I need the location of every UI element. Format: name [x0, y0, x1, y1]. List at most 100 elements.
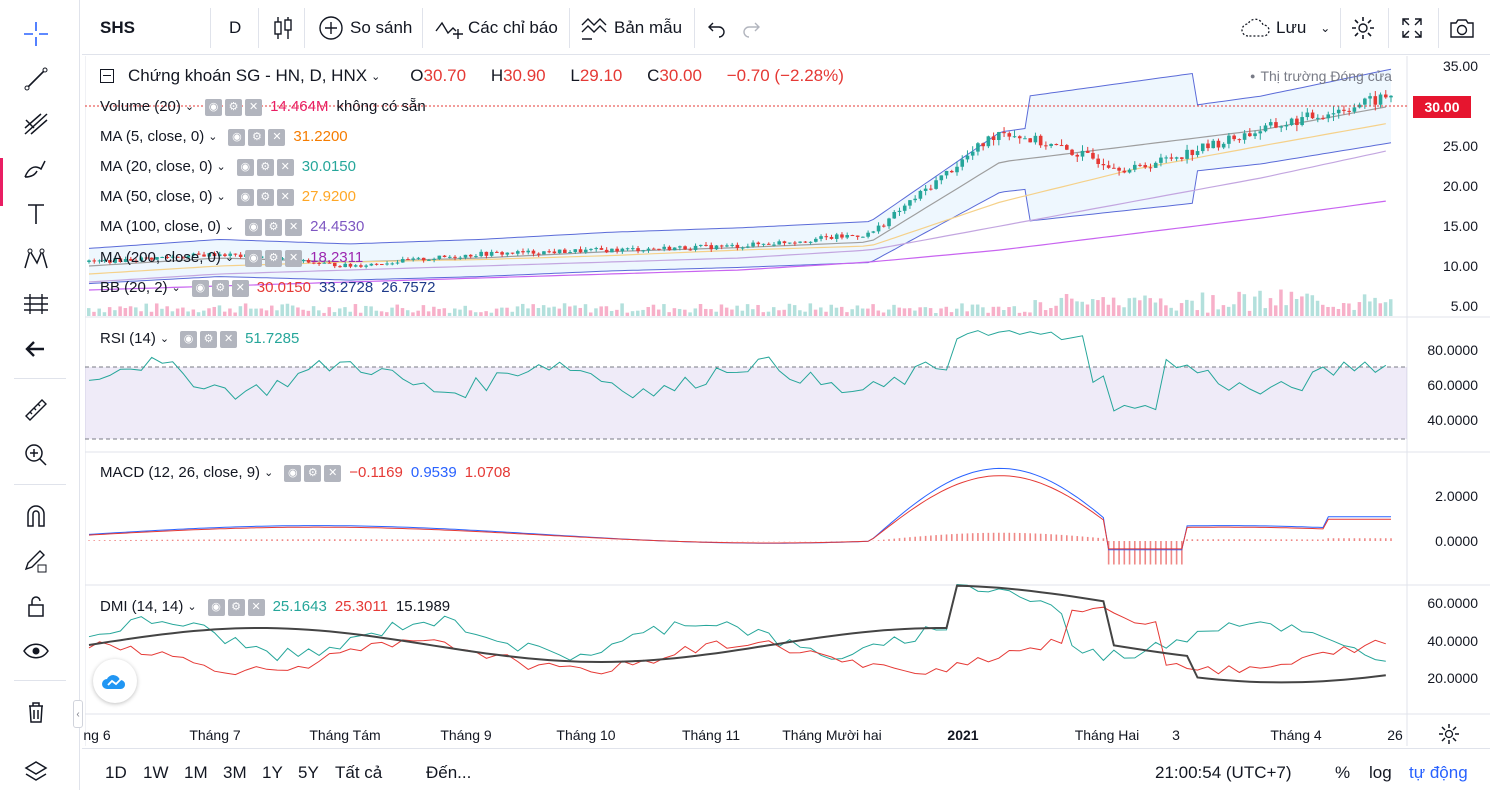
- goto-date-button[interactable]: Đến...: [426, 763, 472, 782]
- chevron-down-icon[interactable]: ⌄: [216, 160, 226, 173]
- hide-drawings-tool[interactable]: [14, 631, 58, 671]
- range-1y-button[interactable]: 1Y: [262, 763, 283, 782]
- gear-icon[interactable]: ⚙: [248, 128, 266, 146]
- chart-type-button[interactable]: [272, 0, 294, 55]
- eye-icon[interactable]: ◉: [245, 219, 263, 237]
- lock-drawings-tool[interactable]: [14, 586, 58, 626]
- close-icon[interactable]: ✕: [285, 219, 303, 237]
- chevron-down-icon[interactable]: ⌄: [371, 70, 381, 83]
- eye-icon[interactable]: ◉: [205, 98, 223, 116]
- pattern-tool[interactable]: [14, 239, 58, 279]
- eye-icon[interactable]: ◉: [236, 158, 254, 176]
- object-tree-tool[interactable]: [14, 752, 58, 790]
- indicator-legend-row[interactable]: MA (20, close, 0) ⌄ ◉ ⚙ ✕ 30.0150: [100, 156, 356, 176]
- undo-button[interactable]: [706, 0, 728, 55]
- interval-button[interactable]: D: [229, 0, 241, 55]
- collapse-legend-icon[interactable]: [100, 69, 114, 83]
- pitchfork-tool[interactable]: [14, 104, 58, 144]
- chart-canvas[interactable]: [85, 56, 1490, 746]
- gear-icon[interactable]: ⚙: [265, 219, 283, 237]
- ruler-tool[interactable]: [14, 390, 58, 430]
- text-tool[interactable]: [14, 194, 58, 234]
- gear-icon[interactable]: [1437, 722, 1461, 746]
- eye-icon[interactable]: ◉: [191, 279, 209, 297]
- range-1d-button[interactable]: 1D: [105, 763, 127, 782]
- chevron-down-icon[interactable]: ⌄: [224, 251, 235, 264]
- close-icon[interactable]: ✕: [245, 98, 263, 116]
- eye-icon[interactable]: ◉: [284, 464, 302, 482]
- screenshot-button[interactable]: [1448, 0, 1476, 55]
- chevron-down-icon[interactable]: ⌄: [208, 130, 218, 143]
- range-1w-button[interactable]: 1W: [143, 763, 169, 782]
- stay-drawing-tool[interactable]: [14, 541, 58, 581]
- indicator-legend-row[interactable]: MACD (12, 26, close, 9) ⌄ ◉ ⚙ ✕ −0.1169 0.9539…: [100, 462, 511, 482]
- close-icon[interactable]: ✕: [324, 464, 342, 482]
- eye-icon[interactable]: ◉: [236, 189, 254, 207]
- chevron-down-icon[interactable]: ⌄: [184, 100, 195, 113]
- eye-icon[interactable]: ◉: [228, 128, 246, 146]
- range-3m-button[interactable]: 3M: [223, 763, 247, 782]
- chevron-down-icon[interactable]: ⌄: [171, 281, 181, 294]
- close-icon[interactable]: ✕: [231, 279, 249, 297]
- chevron-down-icon[interactable]: ⌄: [224, 221, 235, 234]
- templates-button[interactable]: Bản mẫu: [580, 0, 682, 55]
- save-button[interactable]: Lưu ⌄: [1240, 0, 1330, 55]
- back-arrow-tool[interactable]: [14, 329, 58, 369]
- forecast-tool[interactable]: [14, 284, 58, 324]
- indicator-legend-row[interactable]: MA (5, close, 0) ⌄ ◉ ⚙ ✕ 31.2200: [100, 126, 348, 146]
- gear-icon[interactable]: ⚙: [227, 598, 245, 616]
- cloud-logo-button[interactable]: [93, 659, 137, 703]
- indicator-legend-row[interactable]: MA (200, close, 0) ⌄ ◉ ⚙ ✕ 18.2311: [100, 247, 363, 267]
- indicator-legend-row[interactable]: DMI (14, 14) ⌄ ◉ ⚙ ✕ 25.1643 25.3011 15.1989: [100, 596, 450, 616]
- eye-icon[interactable]: ◉: [245, 249, 263, 267]
- brush-tool[interactable]: [14, 149, 58, 189]
- close-icon[interactable]: ✕: [268, 128, 286, 146]
- candle-body: [484, 251, 489, 256]
- close-icon[interactable]: ✕: [285, 249, 303, 267]
- close-icon[interactable]: ✕: [276, 189, 294, 207]
- indicators-button[interactable]: Các chỉ báo: [434, 0, 558, 55]
- indicator-legend-row[interactable]: BB (20, 2) ⌄ ◉ ⚙ ✕ 30.0150 33.2728 26.7572: [100, 277, 435, 297]
- indicator-legend-row[interactable]: MA (50, close, 0) ⌄ ◉ ⚙ ✕ 27.9200: [100, 187, 356, 207]
- percent-scale-toggle[interactable]: %: [1335, 763, 1351, 782]
- compare-button[interactable]: So sánh: [318, 0, 412, 55]
- indicator-values: 24.4530: [302, 218, 364, 235]
- magnet-tool[interactable]: [14, 496, 58, 536]
- redo-button[interactable]: [740, 0, 762, 55]
- clock-timezone[interactable]: 21:00:54 (UTC+7): [1155, 763, 1292, 782]
- range-5y-button[interactable]: 5Y: [298, 763, 319, 782]
- auto-scale-toggle[interactable]: tự động: [1409, 763, 1468, 782]
- indicator-legend-row[interactable]: Volume (20) ⌄ ◉ ⚙ ✕ 14.464M không có sẵn: [100, 96, 426, 116]
- chevron-down-icon[interactable]: ⌄: [216, 191, 226, 204]
- gear-icon[interactable]: ⚙: [225, 98, 243, 116]
- gear-icon[interactable]: ⚙: [304, 464, 322, 482]
- indicator-legend-row[interactable]: MA (100, close, 0) ⌄ ◉ ⚙ ✕ 24.4530: [100, 217, 364, 237]
- chevron-down-icon[interactable]: ⌄: [159, 332, 170, 345]
- chart-area[interactable]: Chứng khoán SG - HN, D, HNX ⌄ O30.70 H30…: [83, 56, 1490, 746]
- gear-icon[interactable]: ⚙: [211, 279, 229, 297]
- crosshair-tool[interactable]: [14, 14, 58, 54]
- eye-icon[interactable]: ◉: [207, 598, 225, 616]
- trend-line-tool[interactable]: [14, 59, 58, 99]
- zoom-tool[interactable]: [14, 435, 58, 475]
- chevron-down-icon[interactable]: ⌄: [187, 600, 197, 613]
- log-scale-toggle[interactable]: log: [1369, 763, 1392, 782]
- fullscreen-button[interactable]: [1400, 0, 1424, 55]
- range-1m-button[interactable]: 1M: [184, 763, 208, 782]
- chevron-down-icon[interactable]: ⌄: [264, 466, 274, 479]
- gear-icon[interactable]: ⚙: [265, 249, 283, 267]
- candle-body: [1279, 126, 1283, 128]
- close-icon[interactable]: ✕: [220, 330, 238, 348]
- symbol-search-button[interactable]: SHS: [100, 0, 135, 55]
- collapse-toolbar-button[interactable]: ‹: [73, 700, 83, 728]
- gear-icon[interactable]: ⚙: [256, 189, 274, 207]
- eye-icon[interactable]: ◉: [180, 330, 198, 348]
- close-icon[interactable]: ✕: [276, 158, 294, 176]
- indicator-legend-row[interactable]: RSI (14) ⌄ ◉ ⚙ ✕ 51.7285: [100, 328, 299, 348]
- range-all-button[interactable]: Tất cả: [335, 763, 383, 782]
- close-icon[interactable]: ✕: [247, 598, 265, 616]
- gear-icon[interactable]: ⚙: [200, 330, 218, 348]
- gear-icon[interactable]: ⚙: [256, 158, 274, 176]
- settings-button[interactable]: [1349, 0, 1377, 55]
- remove-drawings-tool[interactable]: [14, 692, 58, 732]
